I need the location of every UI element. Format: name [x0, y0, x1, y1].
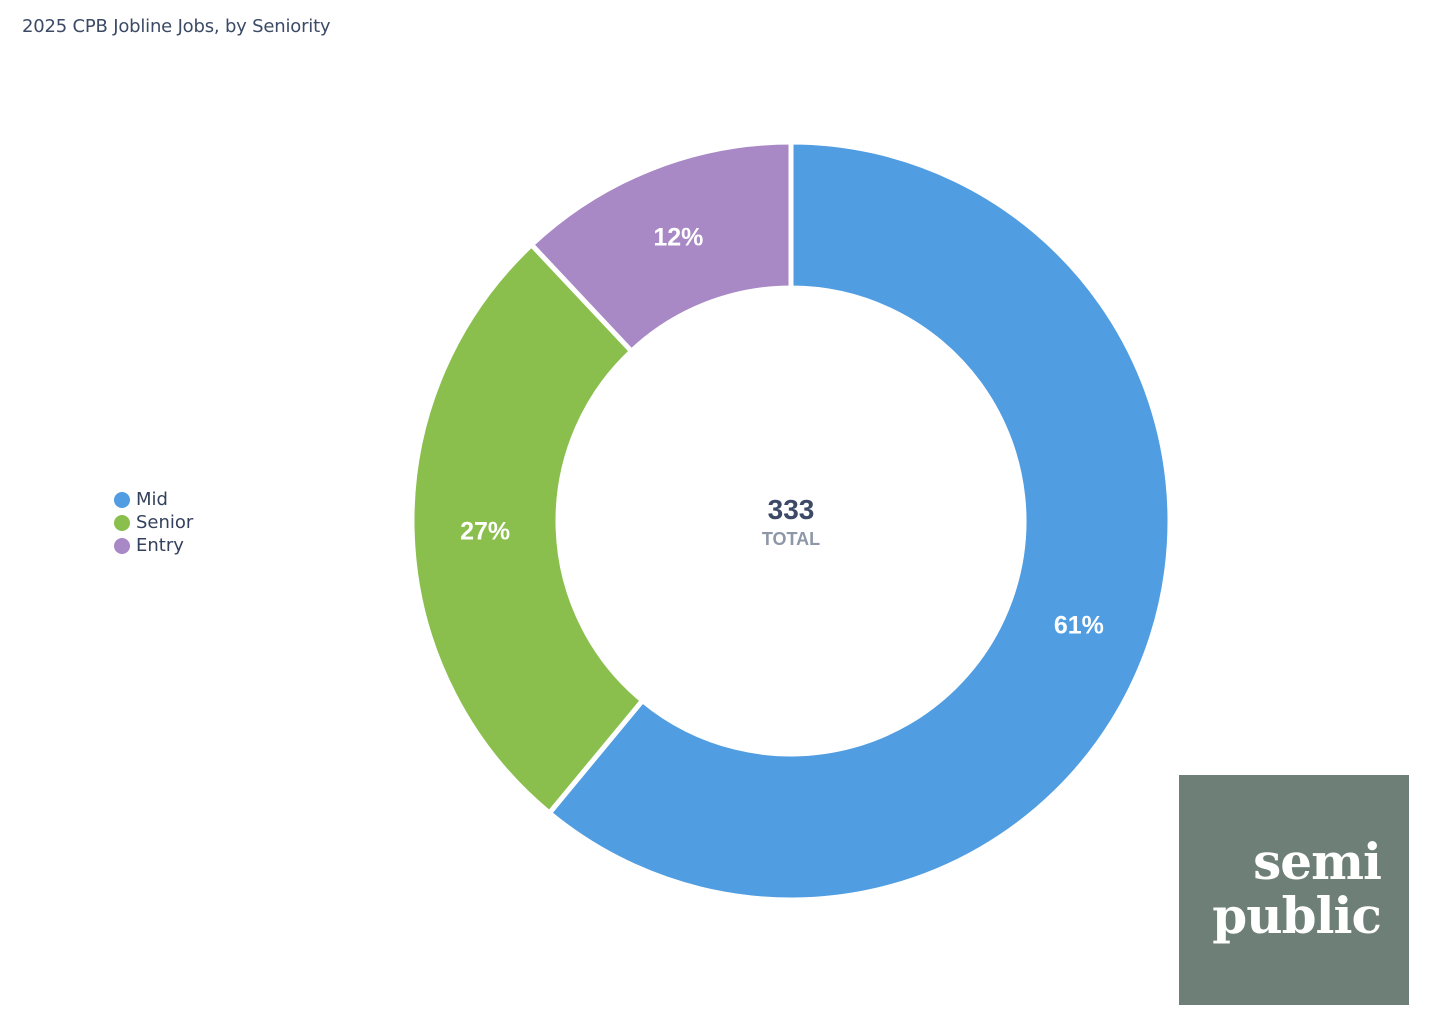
donut-slice-senior[interactable]	[409, 241, 646, 817]
legend-item-senior[interactable]: Senior	[114, 511, 193, 534]
slice-label-mid: 61%	[1054, 612, 1104, 640]
legend-swatch-senior	[114, 514, 130, 531]
legend-label-mid: Mid	[136, 489, 168, 510]
logo-text-line2: public	[1212, 886, 1382, 945]
legend-item-mid[interactable]: Mid	[114, 488, 193, 511]
slice-label-entry: 12%	[653, 223, 703, 251]
legend-label-entry: Entry	[136, 535, 184, 556]
center-total-label: TOTAL	[762, 529, 820, 549]
legend-swatch-mid	[114, 491, 130, 508]
donut-slices	[409, 139, 1173, 903]
donut-slice-entry[interactable]	[528, 139, 794, 355]
slice-labels: 61% 27% 12%	[460, 223, 1104, 639]
slice-label-senior: 27%	[460, 518, 510, 546]
legend-item-entry[interactable]: Entry	[114, 534, 193, 557]
logo-text-line1: semi	[1253, 832, 1382, 891]
center-total-value: 333	[768, 494, 815, 525]
semipublic-logo: semi public	[1179, 775, 1409, 1005]
legend-swatch-entry	[114, 537, 130, 554]
chart-title: 2025 CPB Jobline Jobs, by Seniority	[22, 16, 331, 37]
chart-legend: Mid Senior Entry	[114, 488, 193, 557]
donut-slice-mid[interactable]	[545, 139, 1173, 903]
legend-label-senior: Senior	[136, 512, 194, 533]
